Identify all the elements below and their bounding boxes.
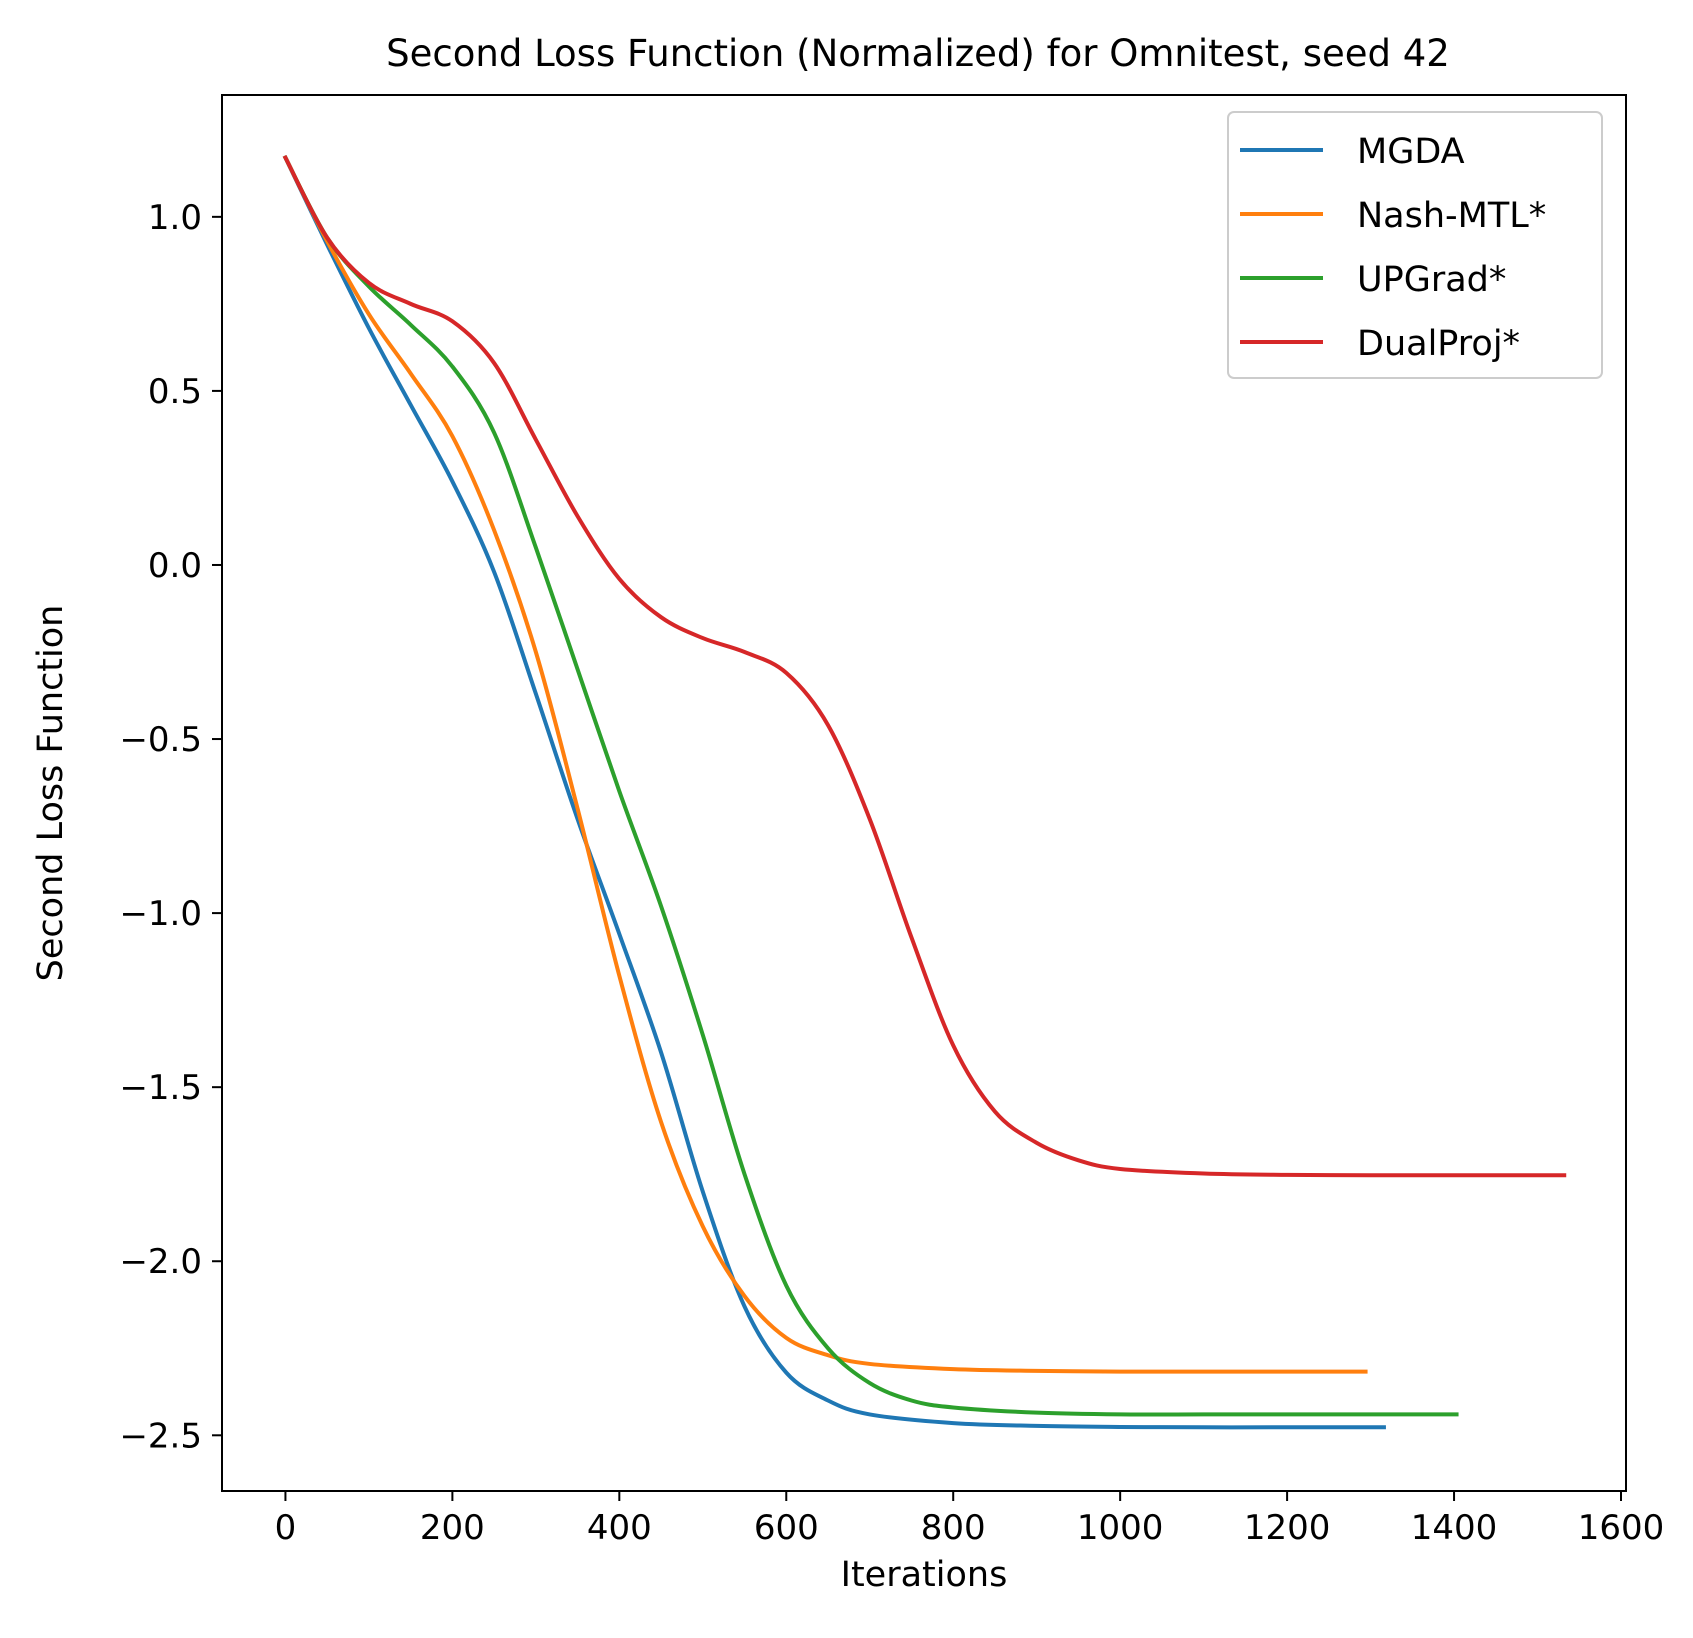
series-line-dualproj — [282, 154, 1567, 1178]
x-axis: 0 200 400 600 800 1000 1200 1400 1600 — [275, 1491, 1665, 1548]
x-axis-label: Iterations — [841, 1555, 1008, 1595]
x-tick-label: 1600 — [1578, 1508, 1665, 1548]
y-tick-label: −2.5 — [119, 1416, 202, 1456]
series-line-nash-mtl — [282, 154, 1368, 1374]
legend-label: UPGrad* — [1357, 260, 1506, 300]
legend-label: Nash-MTL* — [1357, 196, 1546, 236]
x-tick-label: 800 — [921, 1508, 986, 1548]
y-axis: 1.0 0.5 0.0 −0.5 −1.0 −1.5 −2.0 −2.5 — [119, 198, 222, 1456]
x-tick-label: 600 — [754, 1508, 819, 1548]
x-tick-label: 1400 — [1411, 1508, 1498, 1548]
series-line-upgrad — [282, 154, 1459, 1417]
y-tick-label: −1.5 — [119, 1068, 202, 1108]
x-tick-label: 1000 — [1077, 1508, 1164, 1548]
x-tick-label: 1200 — [1244, 1508, 1331, 1548]
x-tick-label: 0 — [275, 1508, 297, 1548]
legend-box — [1227, 111, 1603, 379]
y-tick-label: 0.5 — [148, 372, 202, 412]
y-tick-label: −1.0 — [119, 894, 202, 934]
y-tick-label: −2.0 — [119, 1242, 202, 1282]
legend: MGDA Nash-MTL* UPGrad* DualProj* — [1227, 111, 1603, 379]
plot-frame — [221, 94, 1627, 1492]
chart-title: Second Loss Function (Normalized) for Om… — [386, 32, 1450, 75]
series-line-mgda — [282, 154, 1386, 1430]
y-axis-label: Second Loss Function — [31, 605, 71, 982]
y-tick-label: 0.0 — [148, 546, 202, 586]
legend-label: MGDA — [1357, 132, 1465, 172]
x-tick-label: 200 — [420, 1508, 485, 1548]
y-tick-label: 1.0 — [148, 198, 202, 238]
series-group — [282, 154, 1567, 1430]
x-tick-label: 400 — [587, 1508, 652, 1548]
legend-label: DualProj* — [1357, 324, 1520, 364]
y-tick-label: −0.5 — [119, 720, 202, 760]
